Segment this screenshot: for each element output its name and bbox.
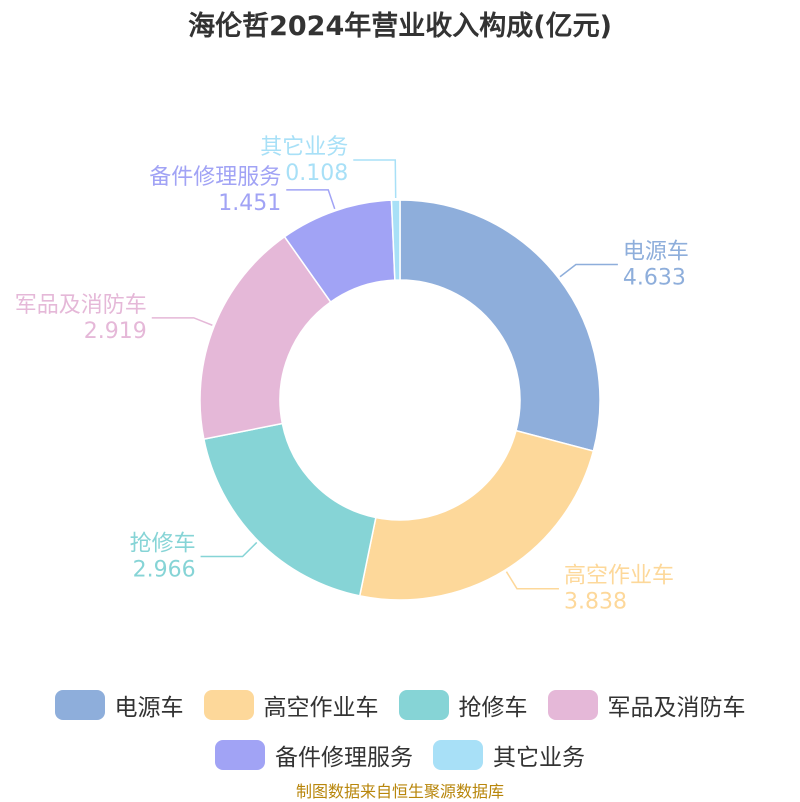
slice-label-2: 抢修车 (130, 532, 196, 557)
legend-swatch (433, 740, 483, 770)
slice-value-5: 0.108 (285, 161, 348, 186)
donut-slice-5[interactable] (390, 199, 401, 281)
legend-label: 电源车 (114, 695, 184, 721)
legend-label: 军品及消防车 (607, 695, 746, 721)
leader-line-0 (559, 263, 618, 278)
source-note: 制图数据来自恒生聚源数据库 (295, 782, 504, 801)
legend-swatch (398, 690, 449, 720)
legend-label: 备件修理服务 (275, 745, 413, 771)
legend-swatch (215, 740, 265, 770)
leader-line-1 (505, 571, 559, 590)
chart-title: 海伦哲2024年营业收入构成(亿元) (188, 11, 612, 42)
legend-swatch (54, 690, 105, 720)
legend-item-2[interactable]: 抢修车 (398, 688, 528, 722)
slice-value-1: 3.838 (564, 590, 627, 615)
donut-slice-1[interactable] (358, 429, 595, 601)
legend-item-1[interactable]: 高空作业车 (203, 688, 379, 722)
legend-item-4[interactable]: 备件修理服务 (215, 738, 413, 772)
legend-item-5[interactable]: 其它业务 (433, 738, 585, 772)
slice-label-1: 高空作业车 (564, 564, 674, 589)
leader-line-5 (353, 159, 397, 199)
legend-item-3[interactable]: 军品及消防车 (547, 688, 746, 722)
legend-label: 高空作业车 (263, 695, 379, 721)
slice-value-3: 2.919 (84, 319, 147, 344)
legend-label: 抢修车 (458, 695, 528, 721)
legend-label: 其它业务 (493, 745, 585, 771)
slice-label-4: 备件修理服务 (149, 165, 281, 190)
slice-value-4: 1.451 (218, 191, 281, 216)
slice-value-0: 4.633 (623, 266, 686, 291)
slice-value-2: 2.966 (133, 558, 196, 583)
donut-slice-0[interactable] (399, 199, 601, 453)
legend: 电源车 高空作业车 抢修车 军品及消防车 备件修理服务 其它业务 (0, 680, 800, 780)
leader-line-4 (286, 189, 336, 210)
donut-slice-2[interactable] (202, 422, 377, 597)
leader-line-3 (151, 317, 213, 326)
slice-label-5: 其它业务 (260, 135, 348, 160)
slice-label-3: 军品及消防车 (15, 293, 147, 318)
legend-swatch (547, 690, 598, 720)
legend-row-2: 备件修理服务 其它业务 (0, 730, 800, 780)
legend-item-0[interactable]: 电源车 (54, 688, 184, 722)
leader-line-2 (200, 541, 258, 558)
legend-row-1: 电源车 高空作业车 抢修车 军品及消防车 (0, 680, 800, 730)
legend-swatch (203, 690, 254, 720)
slice-label-0: 电源车 (623, 240, 689, 265)
